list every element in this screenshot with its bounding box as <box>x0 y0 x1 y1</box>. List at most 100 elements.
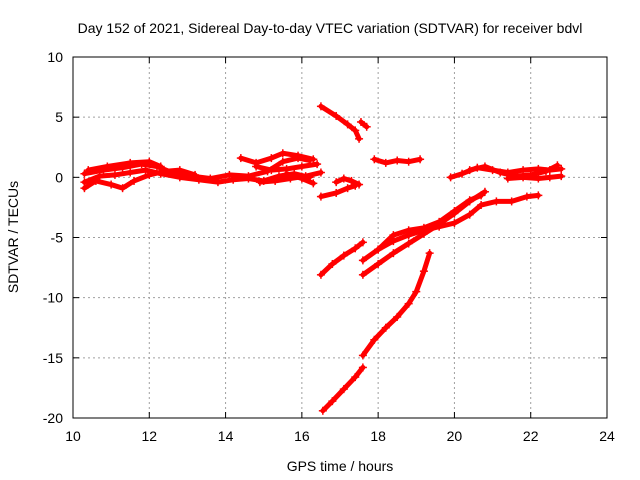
data-point <box>252 162 261 171</box>
data-point <box>213 178 222 187</box>
series-track-22 <box>503 172 566 183</box>
data-point <box>145 157 154 166</box>
x-tick-label: 22 <box>523 428 539 444</box>
data-point <box>343 120 352 129</box>
data-point <box>160 167 169 176</box>
data-point <box>553 161 562 170</box>
data-point <box>393 156 402 165</box>
data-point <box>229 175 238 184</box>
data-point <box>339 174 348 183</box>
data-point <box>480 187 489 196</box>
data-point <box>496 168 505 177</box>
data-point <box>347 176 356 185</box>
data-point <box>267 154 276 163</box>
data-point <box>362 122 371 131</box>
data-point <box>80 169 89 178</box>
x-tick-label: 12 <box>141 428 157 444</box>
data-point <box>107 180 116 189</box>
data-point <box>435 217 444 226</box>
data-point <box>267 166 276 175</box>
data-point <box>332 188 341 197</box>
data-point <box>465 210 474 219</box>
data-point <box>534 191 543 200</box>
data-point <box>545 173 554 182</box>
data-point <box>316 168 325 177</box>
series-line <box>358 119 370 130</box>
data-point <box>355 180 364 189</box>
y-tick-label: -20 <box>43 410 63 426</box>
chart-title: Day 152 of 2021, Sidereal Day-to-day VTE… <box>78 20 583 36</box>
y-tick-label: 10 <box>47 49 63 65</box>
data-point <box>271 176 280 185</box>
series-line <box>318 183 358 200</box>
data-point <box>465 196 474 205</box>
data-point <box>316 270 325 279</box>
y-tick-label: -15 <box>43 350 63 366</box>
data-point <box>145 170 154 179</box>
data-point <box>557 172 566 181</box>
data-point <box>381 323 390 332</box>
data-point <box>278 149 287 158</box>
series-line <box>375 192 484 253</box>
data-point <box>355 134 364 143</box>
data-point <box>419 267 428 276</box>
series-track-09 <box>316 102 364 143</box>
data-point <box>416 155 425 164</box>
x-axis-title: GPS time / hours <box>287 458 394 474</box>
data-point <box>358 351 367 360</box>
series-track-13 <box>370 155 425 167</box>
data-point <box>91 176 100 185</box>
data-point <box>339 385 348 394</box>
data-point <box>358 270 367 279</box>
data-point <box>389 231 398 240</box>
data-point <box>236 154 245 163</box>
data-point <box>278 157 287 166</box>
data-point <box>370 155 379 164</box>
data-point <box>351 244 360 253</box>
data-point <box>294 151 303 160</box>
data-point <box>103 162 112 171</box>
data-point <box>156 162 165 171</box>
series-track-07 <box>255 168 325 187</box>
data-point <box>519 173 528 182</box>
data-point <box>309 179 318 188</box>
data-point <box>404 157 413 166</box>
series-track-10 <box>356 117 371 131</box>
data-point <box>255 178 264 187</box>
data-series <box>80 102 566 415</box>
data-point <box>343 184 352 193</box>
data-point <box>126 158 135 167</box>
series-track-14 <box>316 238 367 279</box>
data-point <box>84 166 93 175</box>
y-tick-label: 0 <box>55 169 63 185</box>
data-point <box>351 373 360 382</box>
data-point <box>130 176 139 185</box>
series-track-17 <box>374 191 486 254</box>
data-point <box>297 162 306 171</box>
data-point <box>393 312 402 321</box>
x-tick-label: 18 <box>370 428 386 444</box>
data-point <box>110 170 119 179</box>
data-point <box>175 173 184 182</box>
x-tick-label: 24 <box>599 428 615 444</box>
y-tick-label: -10 <box>43 290 63 306</box>
data-point <box>425 249 434 258</box>
x-tick-label: 16 <box>294 428 310 444</box>
data-point <box>450 207 459 216</box>
y-tick-label: 5 <box>55 109 63 125</box>
series-track-19 <box>358 249 434 360</box>
data-point <box>95 172 104 181</box>
series-track-11 <box>316 181 360 201</box>
data-point <box>458 169 467 178</box>
data-point <box>374 259 383 268</box>
y-tick-label: -5 <box>51 230 64 246</box>
data-point <box>356 117 365 126</box>
data-point <box>492 197 501 206</box>
data-point <box>126 168 135 177</box>
data-point <box>328 259 337 268</box>
data-point <box>313 160 322 169</box>
data-point <box>374 245 383 254</box>
data-point <box>309 155 318 164</box>
data-point <box>522 192 531 201</box>
data-point <box>318 406 327 415</box>
